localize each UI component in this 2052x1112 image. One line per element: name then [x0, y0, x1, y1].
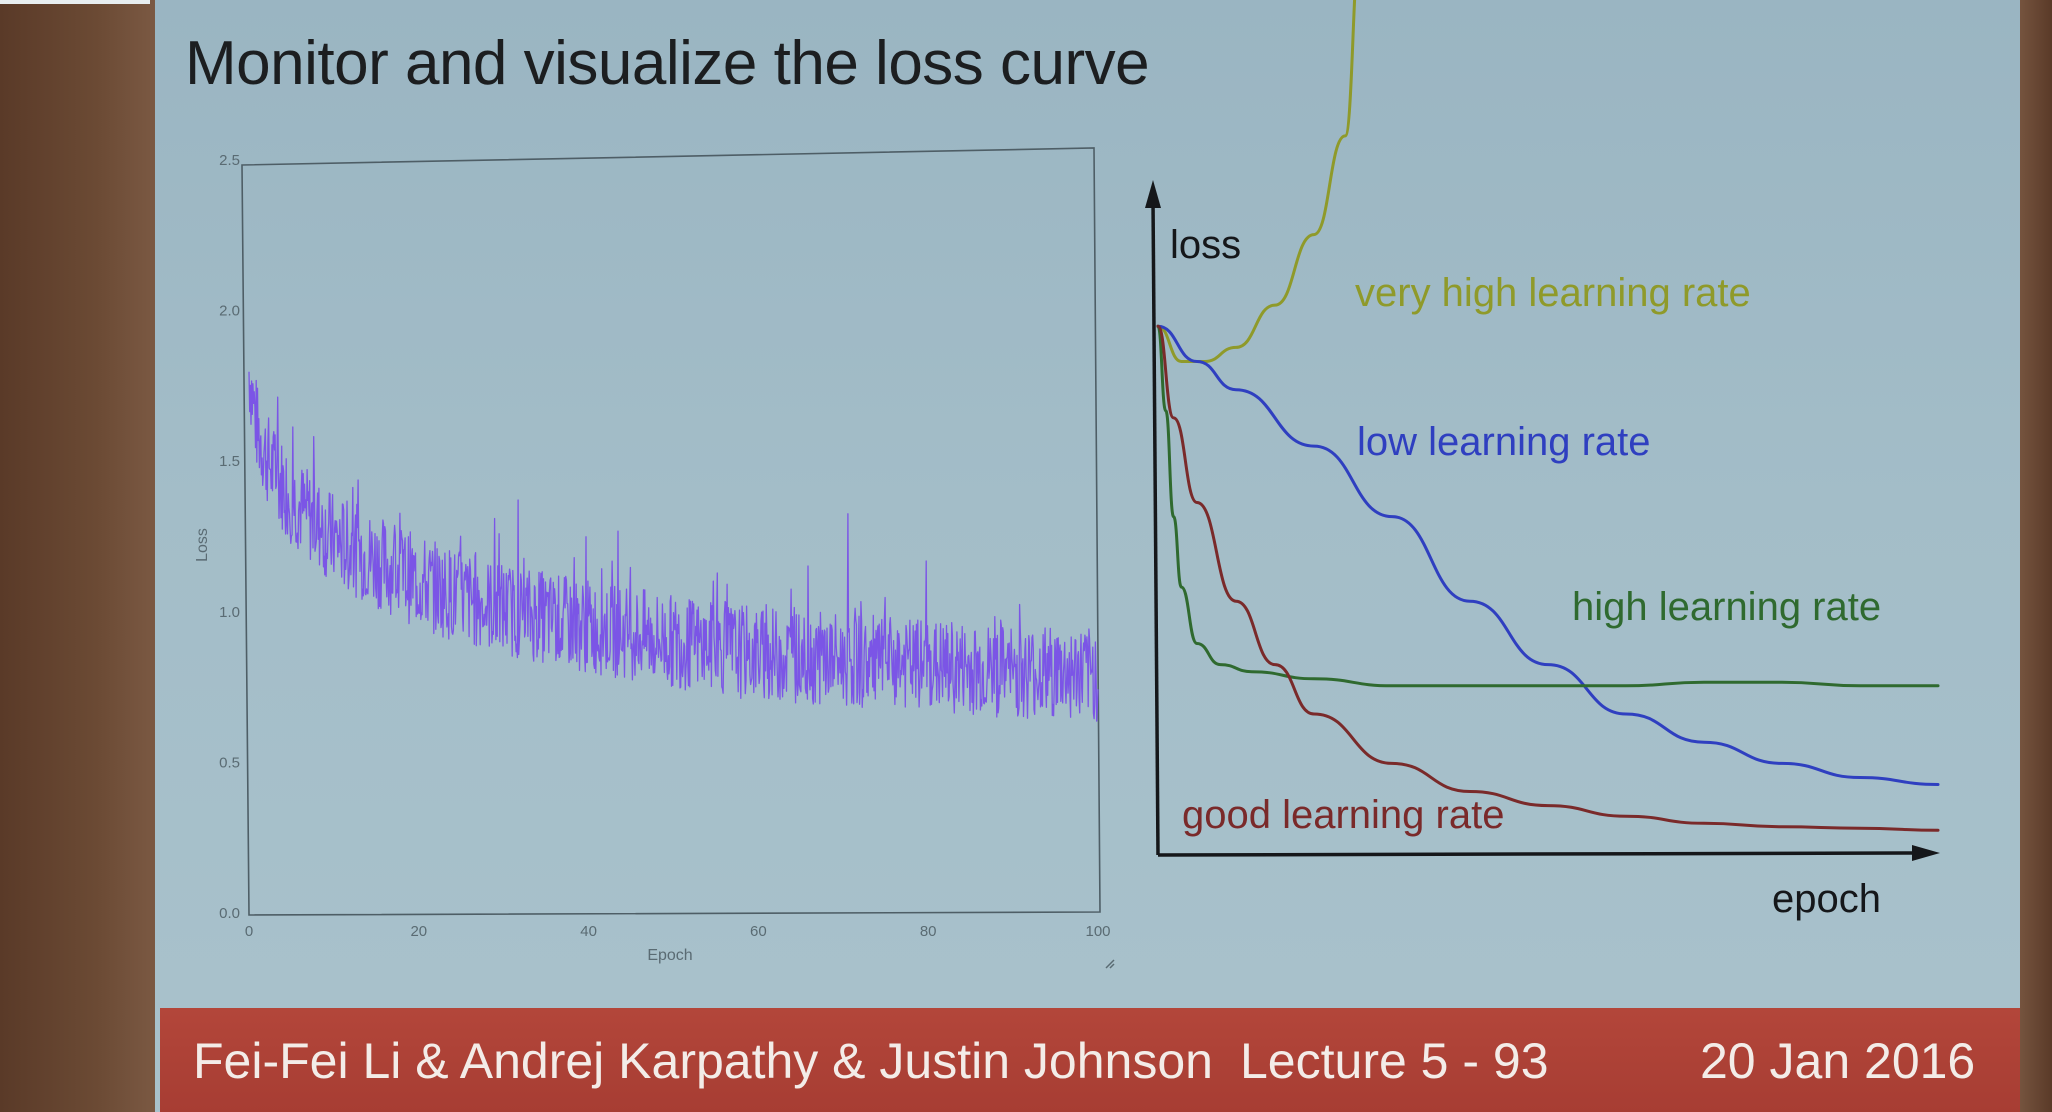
- curve-1: [1156, 324, 1940, 786]
- plot-area-frame: [241, 147, 1101, 916]
- x-tick-label: 20: [410, 923, 427, 940]
- y-axis-label: Loss: [194, 528, 211, 562]
- x-tick-label: 80: [920, 923, 937, 940]
- resize-corner-icon: [1105, 959, 1115, 969]
- y-tick-label: 0.0: [219, 905, 240, 922]
- label-low-learning-rate: low learning rate: [1357, 420, 1651, 464]
- label-very-high-learning-rate: very high learning rate: [1355, 271, 1751, 315]
- slide-title: Monitor and visualize the loss curve: [185, 29, 1150, 98]
- label-high-learning-rate: high learning rate: [1572, 585, 1881, 629]
- label-good-learning-rate: good learning rate: [1182, 793, 1504, 837]
- y-tick-label: 2.5: [219, 152, 240, 169]
- footer-lecture: Lecture 5 - 93: [1240, 1033, 1549, 1089]
- y-tick-label: 2.0: [219, 303, 240, 320]
- x-axis-arrow-icon: [1912, 845, 1940, 861]
- footer-date: 20 Jan 2016: [1700, 1033, 1976, 1089]
- loss-series-line: [248, 371, 1099, 722]
- slide-footer: Fei-Fei Li & Andrej Karpathy & Justin Jo…: [160, 1008, 2020, 1112]
- curve-3: [1156, 324, 1940, 832]
- loss-series-layer: [248, 371, 1099, 722]
- footer-authors: Fei-Fei Li & Andrej Karpathy & Justin Jo…: [193, 1033, 1213, 1089]
- background-wall-left: [0, 0, 160, 1112]
- y-tick-label: 1.0: [219, 604, 240, 621]
- x-axis: [1157, 851, 1916, 857]
- curve-0: [1156, 0, 1357, 363]
- y-axis-arrow-icon: [1145, 180, 1161, 208]
- x-tick-label: 40: [580, 923, 597, 940]
- y-axis-label: loss: [1170, 223, 1241, 267]
- y-axis: [1151, 199, 1160, 856]
- curve-2: [1156, 324, 1940, 688]
- y-tick-label: 1.5: [219, 453, 240, 470]
- x-tick-label: 0: [245, 923, 253, 940]
- projected-slide: [155, 0, 2020, 1112]
- top-light-strip: [0, 0, 150, 4]
- y-tick-label: 0.5: [219, 754, 240, 771]
- axis-ticks: 0 20 40 60 80 100 0.0 0.5 1.0 1.5 2.0 2.5: [219, 152, 1110, 940]
- x-tick-label: 60: [750, 923, 767, 940]
- curves-layer: [1156, 0, 1940, 832]
- x-axis-label: epoch: [1772, 877, 1881, 921]
- x-tick-label: 100: [1085, 923, 1110, 940]
- x-axis-label: Epoch: [647, 947, 692, 964]
